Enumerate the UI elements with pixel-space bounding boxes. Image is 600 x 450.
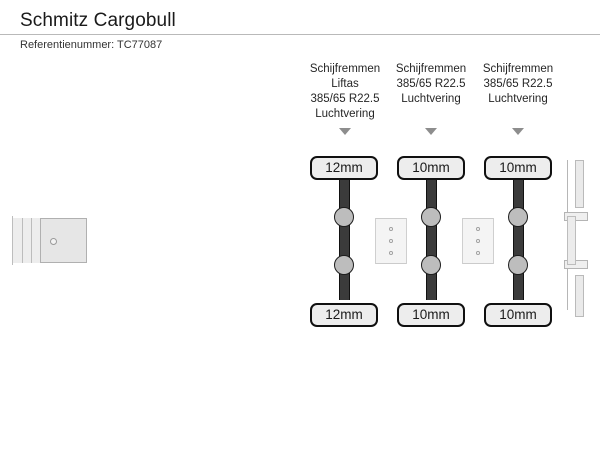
front-strut-a — [22, 218, 23, 263]
bracket-hole-icon — [389, 227, 393, 231]
tread-depth-1-bottom: 12mm — [310, 303, 378, 327]
reference-number: Referentienummer: TC77087 — [20, 39, 163, 51]
tread-depth-3-top: 10mm — [484, 156, 552, 180]
page-title: Schmitz Cargobull — [20, 10, 176, 31]
wheel-hub-2-bottom — [421, 255, 441, 275]
bracket-holes-1 — [389, 227, 393, 263]
rear-rail-extension-top — [564, 212, 588, 221]
tread-depth-1-top: 12mm — [310, 156, 378, 180]
axle-1-tyre: 385/65 R22.5 — [310, 93, 380, 105]
suspension-bracket-1 — [363, 218, 419, 264]
axle-1-lift: Liftas — [331, 78, 359, 90]
wheel-hub-3-bottom — [508, 255, 528, 275]
axle-1-suspension: Luchtvering — [315, 108, 375, 120]
axle-1 — [339, 178, 350, 300]
axle-1-brakes: Schijfremmen — [309, 63, 381, 75]
rear-column — [567, 216, 576, 265]
wheel-hub-3-top — [508, 207, 528, 227]
wheel-hub-1-top — [334, 207, 354, 227]
axle-2-suspension: Luchtvering — [401, 93, 461, 105]
chassis-rail-bottom — [0, 9, 552, 18]
tread-depth-2-bottom: 10mm — [397, 303, 465, 327]
axle-2 — [426, 178, 437, 300]
tread-depth-3-bottom: 10mm — [484, 303, 552, 327]
triangle-down-icon — [339, 128, 351, 135]
bracket-hole-icon — [476, 227, 480, 231]
triangle-down-icon — [512, 128, 524, 135]
suspension-bracket-2 — [450, 218, 506, 264]
rear-rail-extension-bottom — [564, 260, 588, 269]
front-strut-b — [31, 218, 32, 263]
kingpin-plate — [40, 218, 87, 263]
wheel-hub-1-bottom — [334, 255, 354, 275]
kingpin-hole-icon — [50, 238, 57, 245]
axle-2-tyre: 385/65 R22.5 — [396, 78, 466, 90]
bracket-hole-icon — [476, 239, 480, 243]
bracket-hole-icon — [389, 251, 393, 255]
axle-spec-label-3: Schijfremmen 385/65 R22.5 Luchtvering — [458, 62, 578, 107]
bracket-holes-2 — [476, 227, 480, 263]
axle-spec-label-2: Schijfremmen 385/65 R22.5 Luchtvering — [371, 62, 491, 107]
axle-spec-label-1: Schijfremmen Liftas 385/65 R22.5 Luchtve… — [285, 62, 405, 122]
rear-fin-top — [575, 160, 584, 208]
front-crossmember — [13, 218, 41, 263]
axle-3-suspension: Luchtvering — [488, 93, 548, 105]
axle-3 — [513, 178, 524, 300]
rear-fin-bottom — [575, 275, 584, 317]
header-divider — [0, 34, 600, 35]
axle-2-brakes: Schijfremmen — [395, 63, 467, 75]
chassis-rail-top — [0, 0, 552, 9]
axle-3-brakes: Schijfremmen — [482, 63, 554, 75]
triangle-down-icon — [425, 128, 437, 135]
axle-3-tyre: 385/65 R22.5 — [483, 78, 553, 90]
bracket-hole-icon — [389, 239, 393, 243]
tread-depth-2-top: 10mm — [397, 156, 465, 180]
bracket-hole-icon — [476, 251, 480, 255]
wheel-hub-2-top — [421, 207, 441, 227]
